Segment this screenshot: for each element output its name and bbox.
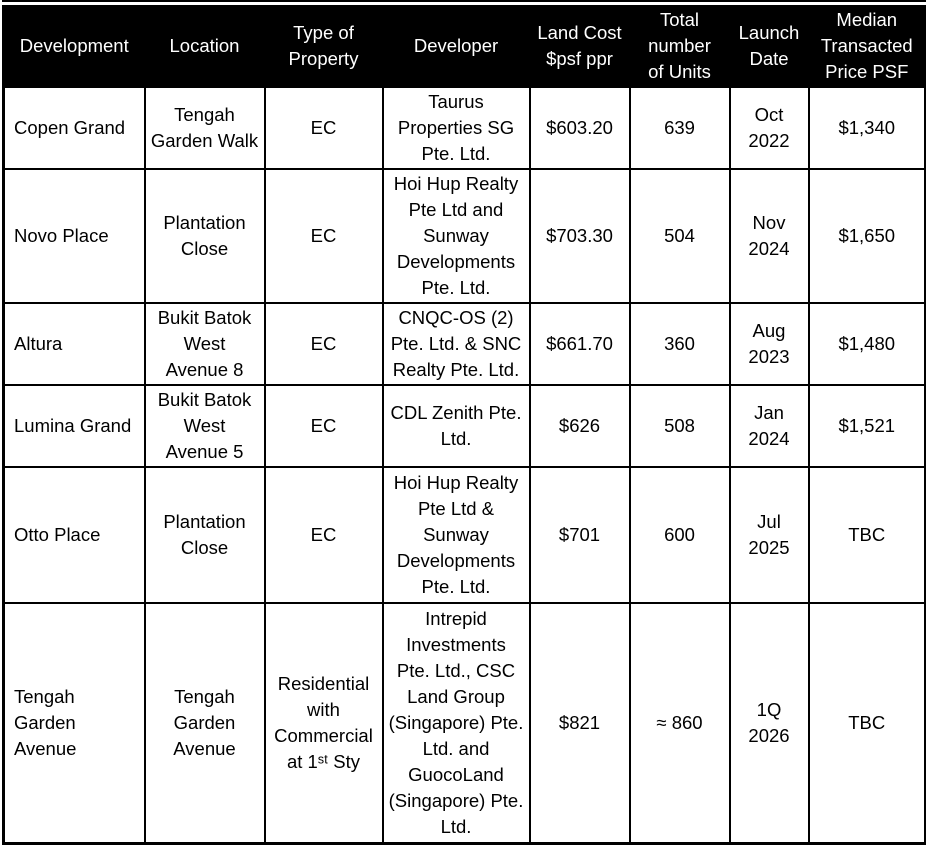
cell-developer: CDL Zenith Pte. Ltd. <box>381 384 531 468</box>
cell-median-price: TBC <box>807 466 926 604</box>
cell-location: Plantation Close <box>143 168 266 304</box>
cell-total-units: 508 <box>628 384 731 468</box>
cell-land-cost: $661.70 <box>528 302 631 386</box>
cell-development: Novo Place <box>2 168 146 304</box>
table-row-altura: Altura Bukit Batok West Avenue 8 EC CNQC… <box>2 302 926 386</box>
cell-location: Bukit Batok West Avenue 5 <box>143 384 266 468</box>
cell-median-price: $1,340 <box>807 86 926 170</box>
cell-median-price: $1,650 <box>807 168 926 304</box>
column-header-launch-date: Launch Date <box>728 5 810 88</box>
cell-development: Lumina Grand <box>2 384 146 468</box>
cell-launch-date: Aug 2023 <box>728 302 810 386</box>
cell-location: Plantation Close <box>143 466 266 604</box>
column-header-property-type: Type of Property <box>263 5 384 88</box>
cell-property-type: EC <box>263 466 384 604</box>
cell-location: Bukit Batok West Avenue 8 <box>143 302 266 386</box>
cell-land-cost: $626 <box>528 384 631 468</box>
cell-total-units: ≈ 860 <box>628 602 731 844</box>
column-header-total-units: Total number of Units <box>628 5 731 88</box>
column-header-land-cost: Land Cost $psf ppr <box>528 5 631 88</box>
cell-total-units: 600 <box>628 466 731 604</box>
cell-development: Otto Place <box>2 466 146 604</box>
cell-land-cost: $701 <box>528 466 631 604</box>
cell-development: Copen Grand <box>2 86 146 170</box>
cell-property-type: Residential with Commercial at 1ˢᵗ Sty <box>263 602 384 844</box>
table-row-lumina-grand: Lumina Grand Bukit Batok West Avenue 5 E… <box>2 384 926 468</box>
table-row-copen-grand: Copen Grand Tengah Garden Walk EC Taurus… <box>2 86 926 170</box>
cell-launch-date: Jan 2024 <box>728 384 810 468</box>
cell-property-type: EC <box>263 168 384 304</box>
column-header-developer: Developer <box>381 5 531 88</box>
header-row: Development Location Type of Property De… <box>2 5 926 88</box>
table-row-novo-place: Novo Place Plantation Close EC Hoi Hup R… <box>2 168 926 304</box>
table-row-tengah-garden-avenue: Tengah Garden Avenue Tengah Garden Avenu… <box>2 602 926 844</box>
cell-total-units: 639 <box>628 86 731 170</box>
cell-property-type: EC <box>263 86 384 170</box>
column-header-development: Development <box>2 5 146 88</box>
cell-location: Tengah Garden Avenue <box>143 602 266 844</box>
cell-launch-date: Oct 2022 <box>728 86 810 170</box>
cell-developer: CNQC-OS (2) Pte. Ltd. & SNC Realty Pte. … <box>381 302 531 386</box>
cell-launch-date: 1Q 2026 <box>728 602 810 844</box>
cell-launch-date: Jul 2025 <box>728 466 810 604</box>
table-row-otto-place: Otto Place Plantation Close EC Hoi Hup R… <box>2 466 926 604</box>
cell-development: Altura <box>2 302 146 386</box>
cell-property-type: EC <box>263 384 384 468</box>
cell-developer: Hoi Hup Realty Pte Ltd and Sunway Develo… <box>381 168 531 304</box>
cell-land-cost: $603.20 <box>528 86 631 170</box>
cell-developer: Intrepid Investments Pte. Ltd., CSC Land… <box>381 602 531 844</box>
cell-median-price: $1,521 <box>807 384 926 468</box>
cell-location: Tengah Garden Walk <box>143 86 266 170</box>
cell-property-type: EC <box>263 302 384 386</box>
cell-land-cost: $821 <box>528 602 631 844</box>
cell-median-price: TBC <box>807 602 926 844</box>
cell-total-units: 360 <box>628 302 731 386</box>
cell-developer: Taurus Properties SG Pte. Ltd. <box>381 86 531 170</box>
cell-median-price: $1,480 <box>807 302 926 386</box>
cell-launch-date: Nov 2024 <box>728 168 810 304</box>
cell-land-cost: $703.30 <box>528 168 631 304</box>
cell-developer: Hoi Hup Realty Pte Ltd & Sunway Developm… <box>381 466 531 604</box>
new-launch-developments-table: Development Location Type of Property De… <box>2 5 926 845</box>
column-header-median-price: Median Transacted Price PSF <box>807 5 926 88</box>
cell-development: Tengah Garden Avenue <box>2 602 146 844</box>
cell-total-units: 504 <box>628 168 731 304</box>
column-header-location: Location <box>143 5 266 88</box>
